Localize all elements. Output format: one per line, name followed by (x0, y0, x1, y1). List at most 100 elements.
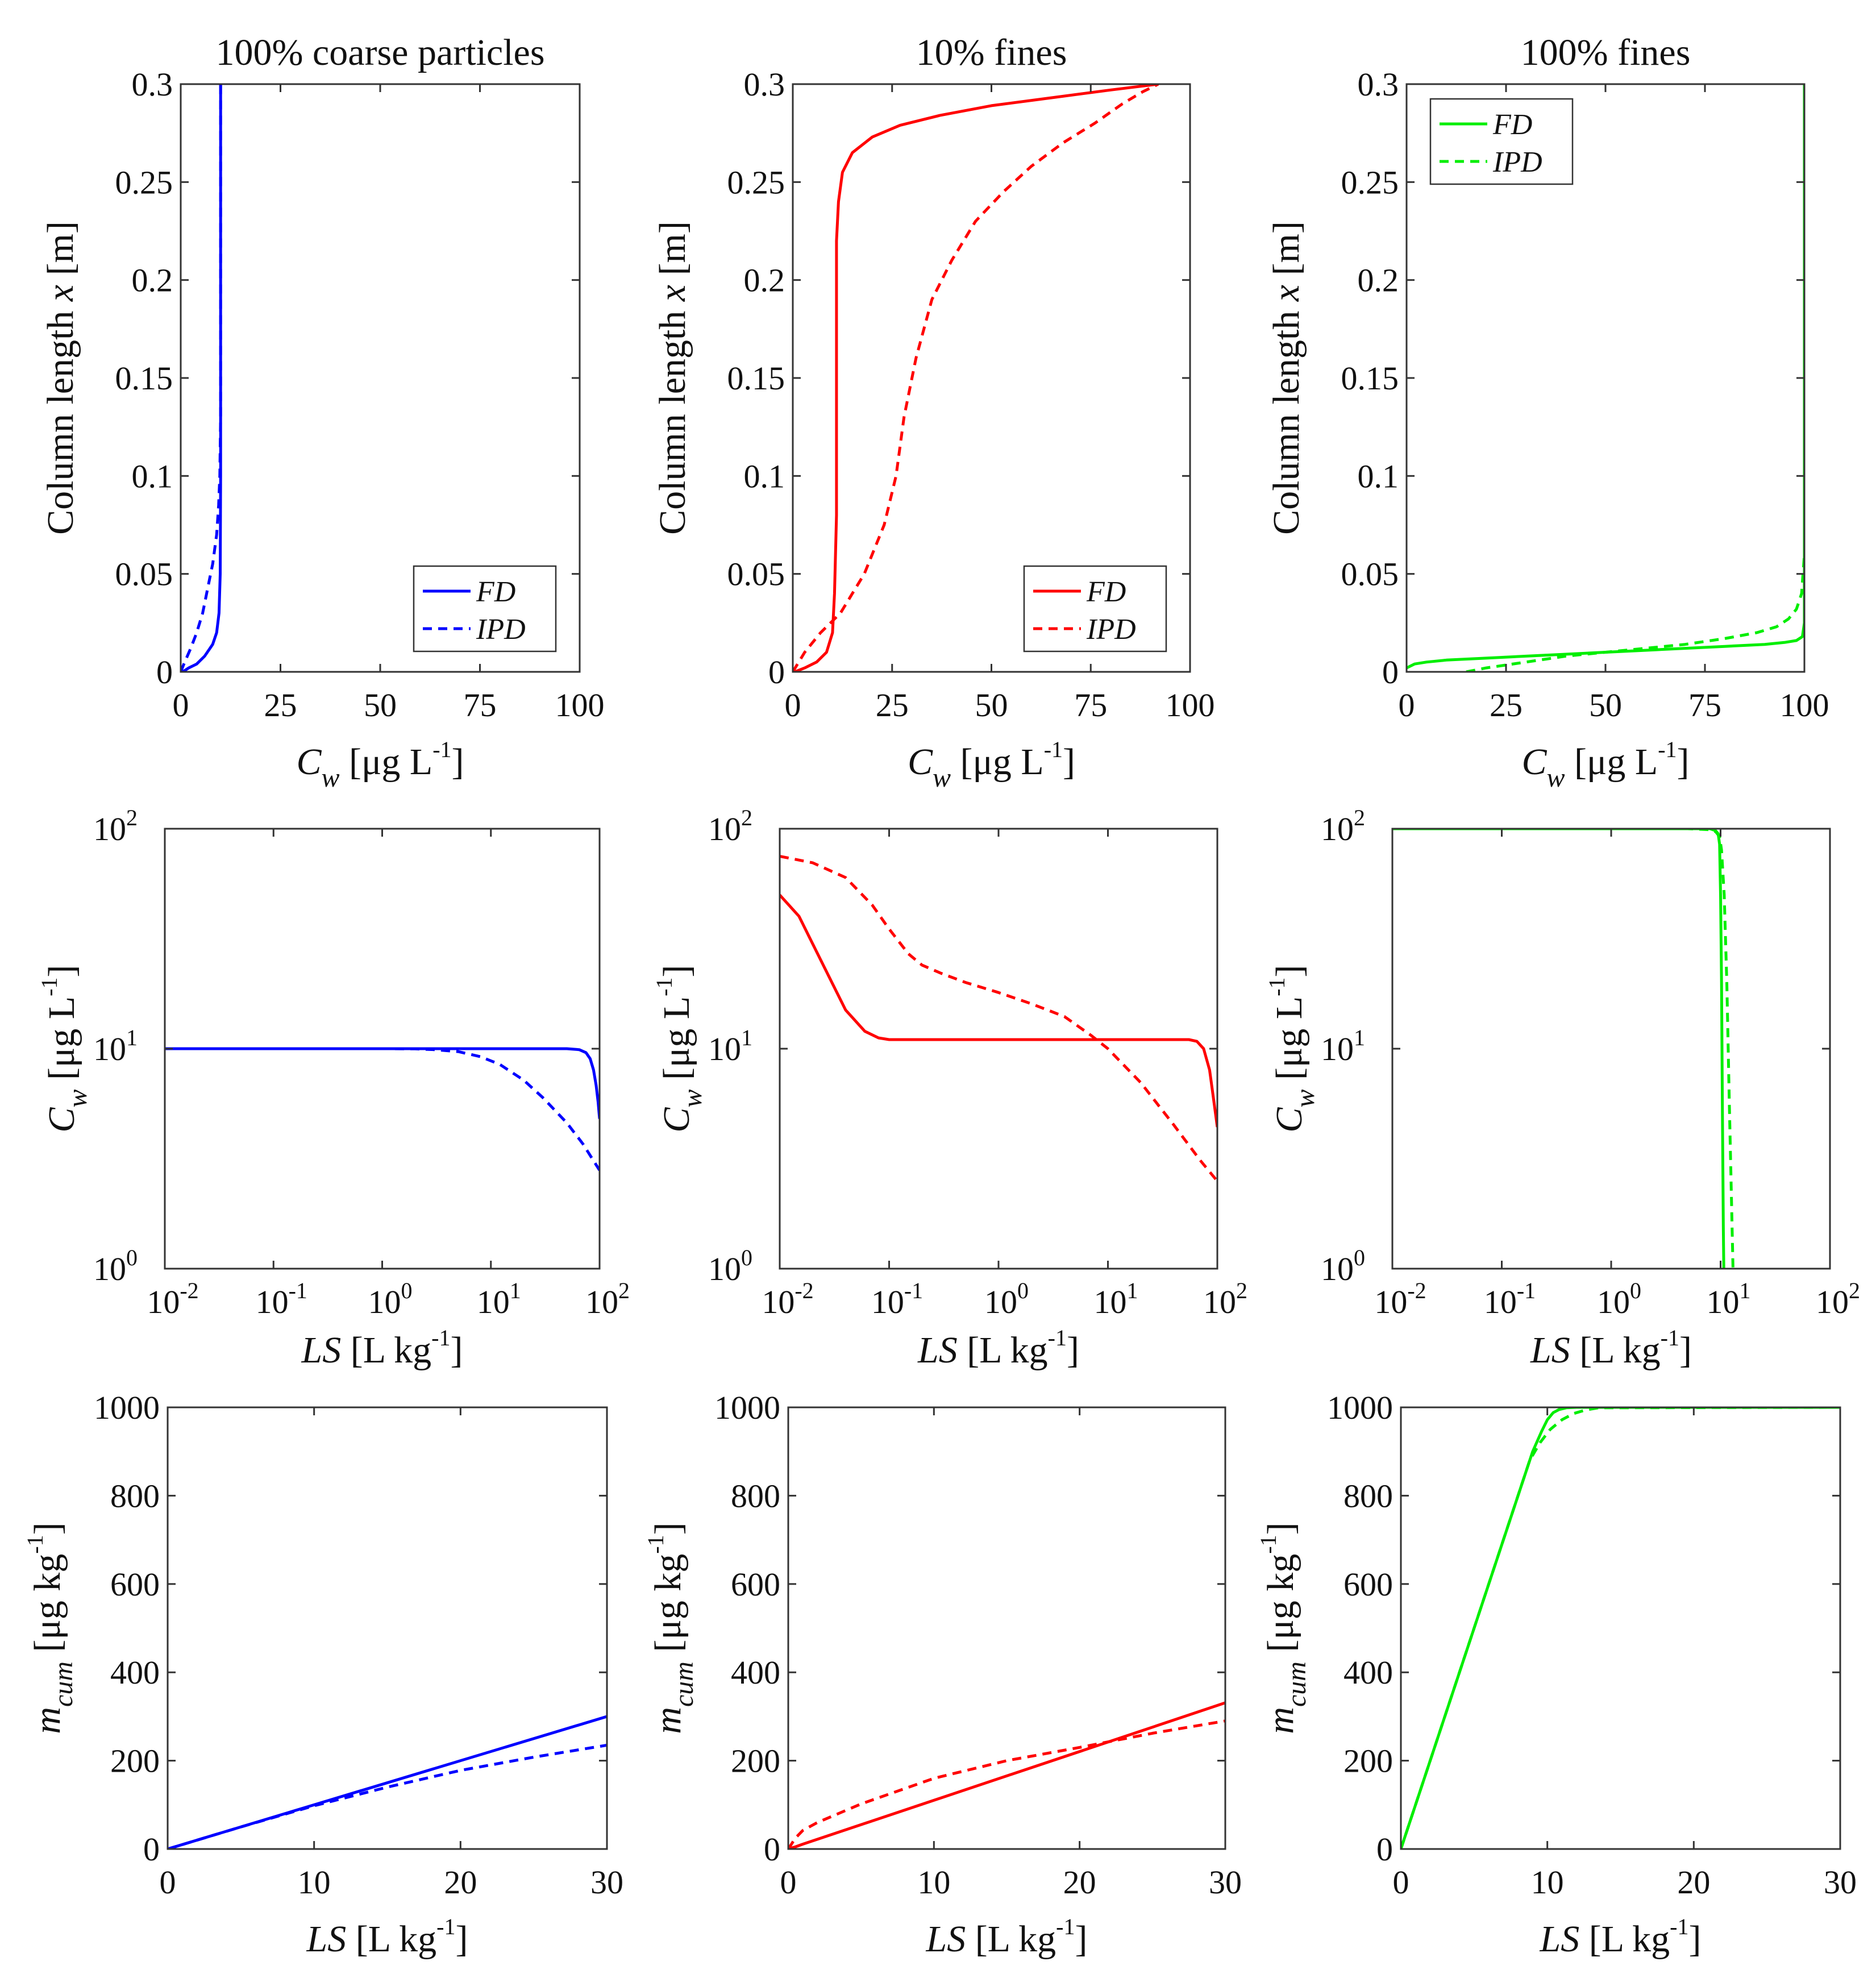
x-tick-label: 10-2 (147, 1278, 198, 1320)
x-tick-label: 25 (1490, 687, 1523, 724)
y-tick-label: 0.2 (132, 262, 173, 299)
y-tick-label: 0.3 (744, 66, 785, 103)
x-axis-label: LS [L kg-1] (1540, 1914, 1702, 1960)
y-tick-label: 0.1 (1358, 458, 1399, 495)
x-axis-label: LS [L kg-1] (917, 1325, 1079, 1371)
y-tick-label: 0 (764, 1831, 780, 1868)
x-tick-label: 25 (876, 687, 909, 724)
y-tick-label: 1000 (94, 1389, 160, 1426)
x-tick-label: 20 (1677, 1864, 1710, 1901)
x-axis-label: Cw [μg L-1] (296, 737, 464, 793)
x-tick-label: 30 (590, 1864, 623, 1901)
y-tick-label: 102 (708, 805, 752, 847)
x-tick-label: 101 (1707, 1278, 1751, 1320)
y-tick-label: 102 (93, 805, 138, 847)
y-tick-label: 0.3 (1358, 66, 1399, 103)
x-tick-label: 0 (173, 687, 189, 724)
series-line-ipd (780, 854, 1217, 1182)
series-line-fd (168, 1715, 607, 1849)
y-tick-label: 101 (708, 1025, 752, 1067)
x-tick-label: 100 (1166, 687, 1215, 724)
chart-title: 100% fines (1521, 32, 1691, 73)
y-tick-label: 0.15 (727, 360, 785, 397)
y-tick-label: 100 (708, 1245, 752, 1287)
panel-a1: 0 25 50 75 100 0 0.05 0.1 0.15 0.2 0.25 0.3 100% coa… (40, 32, 605, 793)
legend: FD IPD (413, 565, 557, 653)
y-tick-label: 101 (93, 1025, 138, 1067)
y-tick-label: 0.1 (132, 458, 173, 495)
y-axis-label: Column length x [m] (652, 221, 693, 535)
axes-box (1400, 1406, 1841, 1850)
x-tick-label: 10-1 (871, 1278, 923, 1320)
panel-a2: 0 25 50 75 100 0 0.05 0.1 0.15 0.2 0.25 0.3 10% fine… (652, 32, 1215, 793)
y-tick-label: 0.3 (132, 66, 173, 103)
y-tick-label: 0.25 (115, 164, 173, 201)
x-tick-label: 20 (1063, 1864, 1096, 1901)
x-tick-label: 10-1 (256, 1278, 307, 1320)
x-tick-label: 10 (298, 1864, 331, 1901)
y-tick-label: 100 (1321, 1245, 1365, 1287)
chart-title: 10% fines (916, 32, 1067, 73)
x-axis-label: LS [L kg-1] (1530, 1325, 1692, 1371)
legend-label-fd: FD (1086, 576, 1126, 608)
panel-b1: 10-2 10-1 100 101 102 100 101 102 LS [L kg-1] Cw … (36, 805, 630, 1371)
x-tick-label: 0 (1399, 687, 1415, 724)
x-tick-label: 25 (264, 687, 297, 724)
axes-box (787, 1406, 1226, 1850)
x-tick-label: 50 (364, 687, 397, 724)
y-tick-label: 0 (768, 654, 785, 691)
x-tick-label: 100 (1597, 1278, 1641, 1320)
series-line-fd (1392, 829, 1725, 1269)
y-tick-label: 0.25 (727, 164, 785, 201)
panel-b3: 10-2 10-1 100 101 102 100 101 102 LS [L kg-1] Cw … (1264, 805, 1860, 1371)
y-tick-label: 0.25 (1341, 164, 1399, 201)
legend: FD IPD (1023, 565, 1167, 653)
y-axis-label: Cw [μg L-1] (36, 965, 93, 1132)
y-tick-label: 600 (1343, 1566, 1393, 1603)
y-tick-label: 0.05 (727, 556, 785, 593)
legend-label-ipd: IPD (476, 613, 526, 646)
legend: FD IPD (1429, 98, 1574, 185)
legend-label-fd: FD (1492, 109, 1532, 141)
y-tick-label: 0.05 (1341, 556, 1399, 593)
y-tick-label: 800 (1343, 1477, 1393, 1514)
y-tick-label: 0.2 (1358, 262, 1399, 299)
x-tick-label: 20 (444, 1864, 477, 1901)
y-tick-label: 0 (1376, 1831, 1393, 1868)
y-axis-label: mcum [μg kg-1] (22, 1522, 78, 1734)
x-tick-label: 101 (1094, 1278, 1138, 1320)
x-tick-label: 30 (1824, 1864, 1857, 1901)
x-axis-label: Cw [μg L-1] (1521, 737, 1689, 793)
series-line-ipd (165, 1047, 600, 1171)
x-tick-label: 102 (1816, 1278, 1860, 1320)
series-line-fd (1407, 84, 1804, 670)
y-tick-label: 800 (110, 1477, 160, 1514)
x-axis-label: LS [L kg-1] (301, 1325, 463, 1371)
series-line-ipd (793, 84, 1159, 672)
y-tick-label: 600 (731, 1566, 780, 1603)
y-tick-label: 1000 (1327, 1389, 1393, 1426)
y-tick-label: 400 (731, 1654, 780, 1691)
legend-box (413, 565, 557, 653)
x-tick-label: 10-1 (1484, 1278, 1536, 1320)
y-tick-label: 200 (731, 1743, 780, 1780)
series-line-ipd (1392, 829, 1734, 1269)
axes-box (1391, 828, 1831, 1270)
chart-title: 100% coarse particles (215, 32, 544, 73)
x-tick-label: 10-2 (762, 1278, 813, 1320)
x-tick-label: 100 (555, 687, 605, 724)
panel-a3: 0 25 50 75 100 0 0.05 0.1 0.15 0.2 0.25 0.3 100% fin… (1266, 32, 1829, 793)
panel-c1: 0 10 20 30 0 200 400 600 800 1000 LS [L kg-1] mcum … (22, 1389, 623, 1960)
y-tick-label: 0.15 (115, 360, 173, 397)
legend-box (1023, 565, 1167, 653)
x-tick-label: 30 (1209, 1864, 1242, 1901)
x-tick-label: 100 (984, 1278, 1029, 1320)
y-tick-label: 400 (1343, 1654, 1393, 1691)
y-tick-label: 100 (93, 1245, 138, 1287)
x-tick-label: 100 (368, 1278, 413, 1320)
y-axis-label: Cw [μg L-1] (651, 965, 708, 1132)
x-tick-label: 0 (785, 687, 801, 724)
y-tick-label: 101 (1321, 1025, 1365, 1067)
x-tick-label: 0 (780, 1864, 797, 1901)
